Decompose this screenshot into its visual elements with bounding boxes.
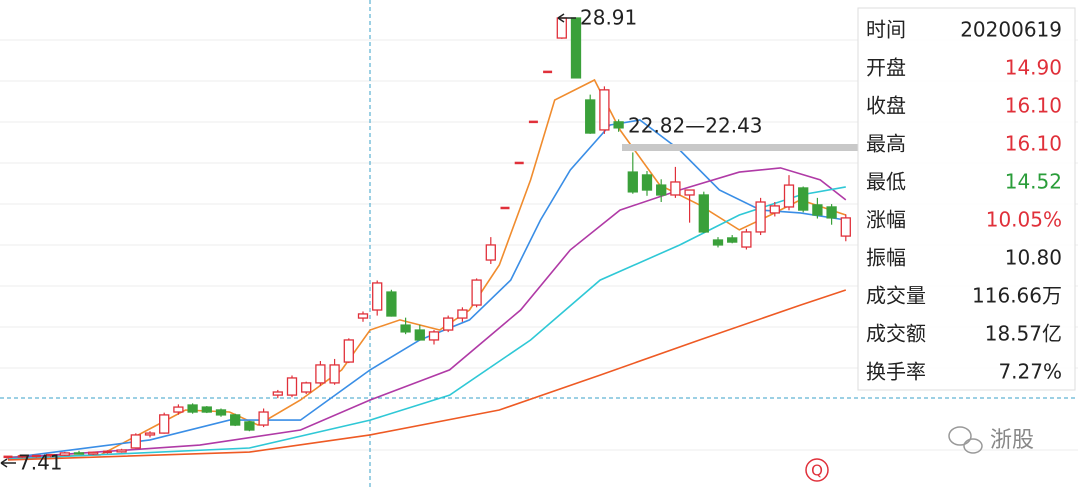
candle-body bbox=[798, 187, 809, 211]
arrow-head bbox=[557, 13, 565, 23]
range-bar bbox=[622, 144, 858, 151]
candle-body bbox=[329, 364, 340, 384]
candle-body bbox=[698, 194, 709, 233]
candle-body bbox=[73, 452, 85, 455]
candle-body bbox=[88, 451, 99, 455]
info-value: 14.52 bbox=[1005, 170, 1062, 194]
info-value: 14.90 bbox=[1005, 56, 1062, 80]
candle-body bbox=[684, 189, 695, 196]
candle-body bbox=[826, 206, 837, 219]
candle-body bbox=[727, 237, 738, 243]
candle-body bbox=[769, 205, 780, 214]
info-label: 收盘 bbox=[866, 94, 906, 118]
candle-body bbox=[244, 421, 255, 431]
info-value: 10.05% bbox=[986, 208, 1062, 232]
candle-body bbox=[812, 204, 823, 216]
candle-body bbox=[159, 414, 170, 434]
info-label: 换手率 bbox=[866, 360, 926, 384]
low-label: 7.41 bbox=[18, 451, 63, 475]
moving-average bbox=[7, 289, 847, 461]
info-value: 18.57亿 bbox=[985, 322, 1062, 346]
info-panel bbox=[857, 7, 1076, 391]
info-rows: 时间 20200619 开盘 14.90 收盘 16.10 最高 16.10 最低 14.52 涨幅… bbox=[866, 18, 1062, 384]
candle-body bbox=[656, 184, 667, 196]
candle-body bbox=[357, 313, 369, 319]
candle-body bbox=[741, 231, 752, 248]
candle-body bbox=[414, 329, 425, 341]
candle-body bbox=[130, 434, 141, 449]
candle-body bbox=[173, 406, 184, 413]
moving-average bbox=[7, 186, 846, 460]
plot bbox=[3, 17, 851, 461]
info-value: 10.80 bbox=[1005, 246, 1062, 270]
candle-body bbox=[144, 432, 156, 436]
candle-body bbox=[471, 279, 482, 306]
candle-body bbox=[187, 404, 198, 413]
badge: Q bbox=[811, 462, 823, 480]
candle-body bbox=[712, 239, 724, 246]
info-label: 振幅 bbox=[866, 246, 906, 270]
info-label: 最高 bbox=[866, 132, 906, 156]
icon-bubble bbox=[963, 438, 983, 454]
candle-body bbox=[215, 409, 227, 416]
candle-body bbox=[201, 406, 212, 413]
candle-body bbox=[301, 382, 312, 393]
candle-body bbox=[783, 184, 795, 208]
moving-average bbox=[7, 167, 847, 459]
candle-body bbox=[428, 331, 440, 341]
candle-body bbox=[343, 339, 354, 363]
arrow-head bbox=[0, 458, 8, 468]
info-label: 最低 bbox=[866, 170, 906, 194]
candle-body bbox=[400, 324, 411, 333]
candle-body bbox=[272, 391, 283, 396]
candle-body bbox=[59, 452, 70, 456]
candle-body bbox=[443, 317, 454, 331]
info-label: 时间 bbox=[866, 18, 906, 42]
info-label: 涨幅 bbox=[866, 208, 906, 232]
range-label: 22.82—22.43 bbox=[628, 114, 763, 138]
candle-body bbox=[286, 377, 298, 396]
grid bbox=[0, 39, 1078, 451]
candle-body bbox=[485, 244, 496, 261]
info-value: 20200619 bbox=[960, 18, 1062, 42]
candle-body bbox=[585, 99, 596, 134]
candle-body bbox=[457, 309, 468, 319]
candle-body bbox=[230, 414, 241, 426]
info-value: 16.10 bbox=[1005, 94, 1062, 118]
candle-body bbox=[840, 217, 851, 237]
candle-body bbox=[627, 171, 638, 193]
watermark: 浙股 bbox=[990, 428, 1034, 453]
candle-body bbox=[613, 121, 624, 129]
candle-body bbox=[670, 181, 681, 196]
candle-body bbox=[386, 291, 397, 317]
candle-body bbox=[116, 449, 127, 453]
info-value: 116.66万 bbox=[972, 284, 1062, 308]
high-label: 28.91 bbox=[580, 6, 637, 30]
info-label: 开盘 bbox=[866, 56, 906, 80]
candle-body bbox=[258, 411, 269, 426]
candle-body bbox=[641, 174, 653, 191]
info-label: 成交额 bbox=[866, 322, 926, 346]
info-label: 成交量 bbox=[866, 284, 926, 308]
icon-bubble bbox=[948, 426, 972, 446]
candle-body bbox=[315, 364, 326, 384]
candle-body bbox=[755, 201, 766, 233]
moving-average bbox=[7, 119, 846, 459]
info-value: 16.10 bbox=[1005, 132, 1062, 156]
badge-circle bbox=[805, 458, 829, 482]
info-value: 7.27% bbox=[998, 360, 1062, 384]
watermark-icon bbox=[948, 426, 983, 454]
candle-body bbox=[372, 282, 383, 311]
moving-average bbox=[7, 78, 847, 458]
candle-body bbox=[599, 89, 610, 131]
